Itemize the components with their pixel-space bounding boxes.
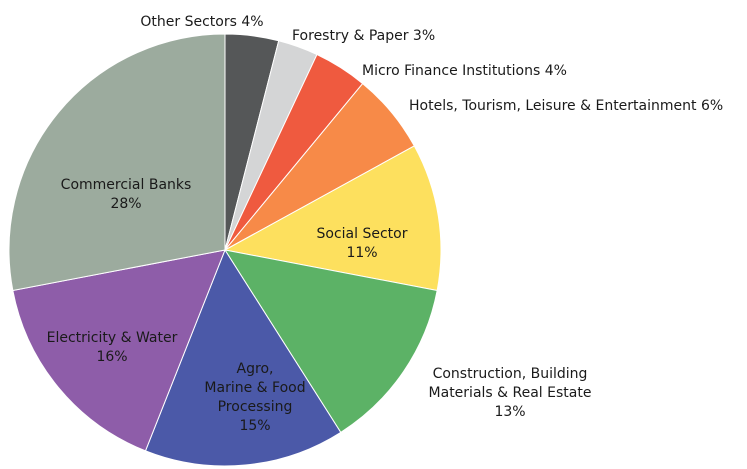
pie-slice-6	[223, 249, 438, 434]
slice-label-line: Micro Finance Institutions 4%	[362, 63, 567, 79]
slice-label-line: 28%	[110, 196, 141, 212]
slice-label-line: Materials & Real Estate	[429, 385, 592, 401]
pie-labels: Other Sectors 4% Forestry & Paper 3% Micro…	[47, 14, 724, 434]
slice-label-line: Processing	[218, 399, 293, 415]
pie-slice-9	[8, 33, 226, 292]
slice-label-line: Forestry & Paper 3%	[292, 28, 435, 44]
slice-label-line: Agro,	[237, 361, 274, 377]
pie-slice-7	[144, 248, 342, 467]
slice-label-7: Agro, Marine & Food Processing 15%	[204, 361, 305, 434]
slice-label-6: Construction, Building Materials & Real E…	[429, 366, 592, 420]
slice-label-1: Other Sectors 4%	[140, 14, 263, 30]
slice-label-line: Social Sector	[317, 226, 408, 242]
slice-label-5: Social Sector 11%	[317, 226, 408, 261]
slice-label-4: Hotels, Tourism, Leisure & Entertainment…	[409, 98, 723, 114]
slice-label-line: Electricity & Water	[47, 330, 178, 346]
slice-label-line: 13%	[494, 404, 525, 420]
slice-label-line: Other Sectors 4%	[140, 14, 263, 30]
pie-slice-8	[12, 249, 226, 452]
slice-label-line: Hotels, Tourism, Leisure & Entertainment…	[409, 98, 723, 114]
slice-label-line: 11%	[346, 245, 377, 261]
slice-label-line: Commercial Banks	[61, 177, 192, 193]
slice-label-9: Commercial Banks 28%	[61, 177, 192, 212]
slice-label-line: Construction, Building	[433, 366, 588, 382]
pie-slices	[8, 33, 442, 467]
slice-label-8: Electricity & Water 16%	[47, 330, 178, 365]
slice-label-line: 16%	[96, 349, 127, 365]
pie-slice-5	[223, 145, 442, 292]
slice-label-3: Micro Finance Institutions 4%	[362, 63, 567, 79]
slice-label-2: Forestry & Paper 3%	[292, 28, 435, 44]
slice-label-line: 15%	[239, 418, 270, 434]
slice-label-line: Marine & Food	[204, 380, 305, 396]
